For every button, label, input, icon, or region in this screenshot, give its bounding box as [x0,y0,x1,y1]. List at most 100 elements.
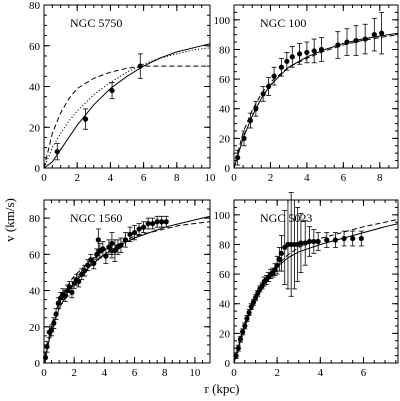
y-tick-label: 60 [219,269,231,281]
data-point [154,219,160,225]
x-tick-label: 10 [189,367,201,379]
x-tick-label: 6 [341,172,347,184]
x-tick-label: 0 [231,367,237,379]
data-point [131,230,138,236]
data-point [150,220,156,227]
plot-frame [43,4,211,169]
data-point [247,117,253,124]
data-point [318,46,325,53]
x-tick-label: 6 [132,367,138,379]
y-tick-label: 0 [35,163,41,175]
data-point [358,235,364,242]
data-point [298,240,304,246]
data-point [136,226,142,232]
y-tick-label: 20 [219,328,231,340]
data-point [324,237,330,243]
data-point [159,219,165,225]
data-point [240,329,246,335]
y-tick-label: 80 [29,0,41,12]
data-point [235,155,241,161]
data-point [94,251,100,257]
y-tick-label: 40 [29,286,41,298]
data-point [51,320,57,326]
data-point [109,87,115,94]
data-point [122,237,129,243]
data-point [103,253,109,259]
x-tick-label: 4 [108,172,114,184]
y-tick-label: 80 [219,239,231,251]
data-point [276,256,282,262]
data-point [88,257,94,263]
x-tick-label: 6 [361,367,367,379]
x-tick-label: 0 [231,172,237,184]
y-tick-label: 60 [29,41,41,53]
data-point [379,30,385,36]
data-point [274,262,280,268]
data-point [91,260,97,266]
data-point [42,354,49,361]
data-point [244,315,250,322]
data-point [341,235,347,242]
data-point [44,344,50,350]
data-point [106,244,112,250]
data-point [118,242,124,248]
data-point [82,268,88,274]
x-tick-label: 4 [304,172,310,184]
plot-frame [233,4,399,169]
y-tick-label: 20 [29,322,41,334]
y-tick-label: 80 [29,213,41,225]
y-tick-label: 60 [29,249,41,261]
y-tick-label: 60 [219,74,231,86]
panel-title: NGC 1560 [70,211,122,225]
y-tick-label: 80 [219,44,231,56]
data-point [127,231,133,238]
x-tick-label: 8 [377,172,383,184]
data-point [137,63,143,69]
data-point [112,248,118,254]
data-point [237,336,244,342]
x-tick-label: 6 [141,172,147,184]
data-point [163,219,169,225]
x-tick-label: 2 [74,172,80,184]
y-tick-label: 0 [225,358,231,370]
x-tick-label: 0 [41,172,47,184]
x-tick-label: 10 [205,172,217,184]
y-axis-label: v (km/s) [2,198,17,242]
data-point [284,58,290,64]
y-tick-label: 40 [29,82,41,94]
data-point [304,49,310,56]
x-tick-label: 2 [71,367,77,379]
data-point [371,32,377,38]
data-point [311,238,317,245]
data-point [246,310,252,316]
data-point [302,240,308,246]
data-point [344,39,350,45]
y-tick-label: 40 [219,104,231,116]
data-point [235,345,241,351]
data-point [53,311,59,317]
model-curve-dashed [234,34,398,168]
data-point [306,238,313,245]
data-point [297,51,303,57]
x-tick-label: 4 [318,367,324,379]
y-tick-label: 0 [225,163,231,175]
panel-title: NGC 5750 [70,16,122,30]
y-tick-label: 40 [219,299,231,311]
data-point [109,240,115,247]
model-curve-dashed [44,65,210,168]
data-point [278,250,285,256]
x-tick-label: 2 [274,367,280,379]
data-point [332,237,339,243]
model-curve-solid [44,43,210,168]
data-point [69,289,75,295]
panel-ngc-5750: 0 2 4 6 8 10 0 20 40 60 80 NGC 5750 [29,0,216,184]
data-point [242,323,248,329]
panel-ngc-1560: 0 2 4 6 8 10 0 20 40 60 80 NGC 1560 [29,199,211,379]
x-tick-label: 0 [41,367,47,379]
x-tick-label: 2 [268,172,274,184]
y-tick-label: 100 [214,15,231,27]
data-point [260,91,266,97]
